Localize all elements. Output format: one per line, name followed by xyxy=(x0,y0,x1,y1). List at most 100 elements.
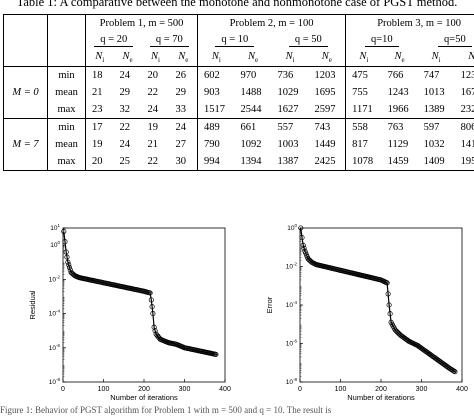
table-cell: 1517 xyxy=(197,101,235,119)
x-tick-label: 200 xyxy=(138,386,150,393)
table-cell: 1387 xyxy=(271,153,309,171)
table-cell: 2324 xyxy=(454,101,474,119)
problem-header: Problem 2, m = 100 xyxy=(197,14,346,32)
table-cell: 1958 xyxy=(454,153,474,171)
stat-label: min xyxy=(47,66,86,84)
table-cell: 1675 xyxy=(454,84,474,101)
data-line xyxy=(300,227,457,373)
table-cell: 1092 xyxy=(240,139,262,150)
y-axis-label: Error xyxy=(265,296,274,313)
y-tick-label: 101 xyxy=(50,223,60,232)
table-cell: 1171 xyxy=(345,101,382,119)
table-cell: 1238 xyxy=(454,66,474,84)
table-cell: 20 xyxy=(147,70,159,81)
table-cell: 1003 xyxy=(277,139,299,150)
x-tick-label: 300 xyxy=(179,386,191,393)
column-header: Ne xyxy=(169,49,198,67)
q-header: q = 70 xyxy=(149,34,189,47)
y-tick-label: 10-8 xyxy=(49,377,61,386)
data-point xyxy=(148,297,154,303)
column-header: Ni xyxy=(417,49,455,67)
table-cell: 806 xyxy=(454,118,474,136)
q-header: q=50 xyxy=(438,34,472,47)
table-cell: 489 xyxy=(197,118,235,136)
data-point xyxy=(386,302,392,308)
table-cell: 817 xyxy=(345,136,382,153)
x-tick-label: 200 xyxy=(375,386,387,393)
table-cell: 1013 xyxy=(423,87,445,98)
table-cell: 22 xyxy=(141,153,170,171)
data-point xyxy=(451,368,457,374)
stat-label: min xyxy=(47,118,86,136)
table-cell: 33 xyxy=(169,101,198,119)
data-point xyxy=(150,311,156,317)
data-point xyxy=(384,280,390,286)
table-cell: 29 xyxy=(175,87,187,98)
y-axis-label: Residual xyxy=(28,290,37,320)
y-tick-label: 10-2 xyxy=(49,274,61,283)
x-tick-label: 400 xyxy=(456,386,468,393)
table-cell: 766 xyxy=(387,70,404,81)
table-cell: 1243 xyxy=(387,87,409,98)
residual-plot: 0 100 200 300 400 10-8 10-6 10-4 10-2 100 101 Numbe… xyxy=(28,223,231,402)
table-cell: 20 xyxy=(85,153,114,171)
table-cell: 557 xyxy=(277,122,294,133)
table-cell: 1488 xyxy=(240,87,262,98)
table-cell: 736 xyxy=(277,70,294,81)
table-row: mean 19 24 21 27 790 1092 1003 1449 817 1129 1032 14… xyxy=(4,136,474,153)
data-point xyxy=(299,235,305,241)
data-point xyxy=(63,249,69,255)
data-point xyxy=(298,225,304,231)
table-cell: 1029 xyxy=(277,87,299,98)
table-cell: 21 xyxy=(147,139,159,150)
y-tick-label: 100 xyxy=(50,240,60,249)
table-cell: 2425 xyxy=(308,153,346,171)
table-cell: 1078 xyxy=(345,153,382,171)
table-cell: 1203 xyxy=(314,70,336,81)
problem-header: Problem 1, m = 500 xyxy=(84,14,198,32)
table-cell: 747 xyxy=(423,70,440,81)
stat-label: max xyxy=(47,101,86,119)
table-cell: 24 xyxy=(119,139,131,150)
table-cell: 32 xyxy=(113,101,142,119)
table-cell: 1389 xyxy=(417,101,455,119)
data-point xyxy=(387,311,393,317)
table-cell: 597 xyxy=(423,122,440,133)
table-cell: 1627 xyxy=(271,101,309,119)
q-header: q=10 xyxy=(365,34,399,47)
table-cell: 22 xyxy=(147,87,159,98)
data-point xyxy=(300,242,306,248)
column-header: Ni xyxy=(197,49,235,67)
column-header: Ni xyxy=(141,49,170,67)
table-cell: 1695 xyxy=(314,87,336,98)
y-tick-label: 10-6 xyxy=(49,343,61,352)
table-cell: 30 xyxy=(169,153,198,171)
table-cell: 1459 xyxy=(381,153,418,171)
table-cell: 994 xyxy=(197,153,235,171)
column-header: Ni xyxy=(271,49,309,67)
group-label: M = 7 xyxy=(3,118,48,171)
table-cell: 1449 xyxy=(314,139,336,150)
column-header: Ne xyxy=(234,49,272,67)
table-cell: 602 xyxy=(197,66,235,84)
stat-label: max xyxy=(47,153,86,171)
table-cell: 23 xyxy=(85,101,114,119)
table-cell: 24 xyxy=(141,101,170,119)
table-header-q: q = 20 q = 70 q = 10 q = 50 q=10 q=50 xyxy=(3,32,474,49)
data-point xyxy=(66,264,73,270)
table-row: M = 7 min 17 22 19 24 489 661 557 743 558 763 597 806 xyxy=(3,118,474,171)
table-header-columns: NiNeNiNeNiNeNiNeNiNeNiNe xyxy=(3,49,474,67)
table-cell: 29 xyxy=(119,87,131,98)
table-cell: 24 xyxy=(175,122,187,133)
data-point xyxy=(64,254,70,260)
x-tick-label: 0 xyxy=(298,386,302,393)
data-point xyxy=(151,324,157,330)
table-cell: 1129 xyxy=(387,139,409,150)
column-header: Ne xyxy=(454,49,474,67)
column-header: Ne xyxy=(113,49,142,67)
table-cell: 743 xyxy=(314,122,331,133)
table-cell: 661 xyxy=(240,122,257,133)
table-row: M = 0 min 18 24 20 26 602 970 736 1203 475 766 747 12… xyxy=(3,66,474,119)
data-point xyxy=(62,239,68,245)
data-point xyxy=(213,351,219,357)
